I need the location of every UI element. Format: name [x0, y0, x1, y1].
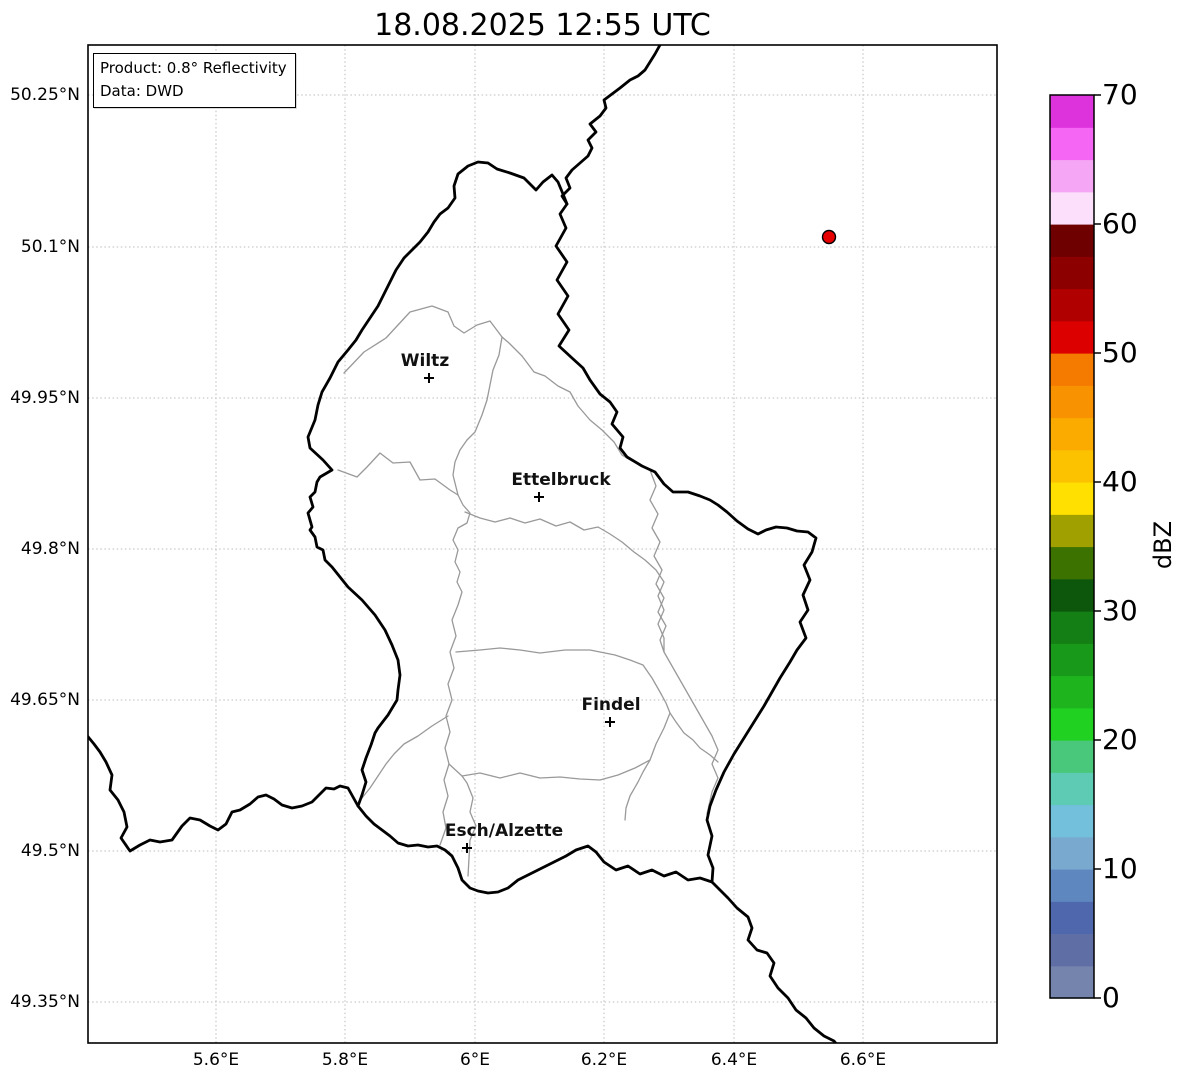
- city-label-findel: Findel: [581, 695, 641, 715]
- colorbar-segment: [1050, 901, 1094, 935]
- colorbar-segment: [1050, 95, 1094, 128]
- country-border-luxembourg: [306, 160, 818, 895]
- colorbar-segment: [1050, 740, 1094, 773]
- product-info-box: Product: 0.8° Reflectivity Data: DWD: [93, 53, 296, 108]
- colorbar-tick-label: 50: [1102, 336, 1138, 369]
- city-label-esch-alzette: Esch/Alzette: [444, 821, 564, 841]
- y-tick-label: 49.95°N: [10, 388, 80, 408]
- plot-frame: [87, 44, 998, 1044]
- colorbar-segment: [1050, 965, 1094, 999]
- district-border: [361, 715, 449, 799]
- national-border: [88, 734, 360, 853]
- district-border: [337, 452, 459, 496]
- city-marker-icon: [534, 492, 544, 502]
- colorbar-segment: [1050, 578, 1094, 612]
- district-border: [461, 775, 477, 877]
- colorbar-tick-label: 30: [1102, 594, 1138, 627]
- colorbar-tick-label: 40: [1102, 465, 1138, 498]
- y-tick-label: 50.1°N: [20, 237, 80, 257]
- city-marker-icon: [462, 843, 472, 853]
- colorbar-segment: [1050, 417, 1094, 451]
- y-tick-label: 49.65°N: [10, 690, 80, 710]
- city-marker-icon: [605, 717, 615, 727]
- district-border: [448, 759, 651, 781]
- colorbar-segment: [1050, 353, 1094, 386]
- district-border: [464, 511, 665, 653]
- district-border: [624, 712, 671, 821]
- district-border: [649, 469, 719, 815]
- colorbar-segment: [1050, 256, 1094, 290]
- grid-layer: [88, 45, 997, 1043]
- y-tick-label: 49.35°N: [10, 992, 80, 1012]
- colorbar-tick-label: 20: [1102, 723, 1138, 756]
- colorbar-tick-label: 70: [1102, 78, 1138, 111]
- colorbar-segment: [1050, 804, 1094, 838]
- colorbar-segment: [1050, 546, 1094, 580]
- colorbar-segment: [1050, 611, 1094, 644]
- page-title: 18.08.2025 12:55 UTC: [374, 8, 711, 43]
- city-label-wiltz: Wiltz: [400, 351, 450, 371]
- map-layer: [88, 45, 838, 1043]
- district-border: [343, 305, 651, 471]
- district-border: [439, 494, 471, 846]
- city-label-ettelbruck: Ettelbruck: [511, 470, 611, 490]
- colorbar-segment: [1050, 320, 1094, 354]
- x-tick-label: 6.4°E: [710, 1050, 758, 1070]
- data-source-line: Data: DWD: [100, 81, 184, 100]
- colorbar-axis-label: dBZ: [1149, 520, 1177, 570]
- colorbar-segment: [1050, 514, 1094, 548]
- colorbar-segment: [1050, 127, 1094, 161]
- colorbar-tick-label: 0: [1102, 981, 1120, 1014]
- district-border: [452, 336, 503, 496]
- national-border: [710, 880, 838, 1043]
- y-tick-label: 49.5°N: [20, 841, 80, 861]
- x-tick-label: 5.6°E: [192, 1050, 240, 1070]
- colorbar-segment: [1050, 643, 1094, 677]
- x-tick-label: 5.8°E: [321, 1050, 369, 1070]
- colorbar-tick-label: 10: [1102, 852, 1138, 885]
- district-border: [455, 647, 719, 763]
- colorbar-segment: [1050, 385, 1094, 419]
- national-border: [560, 45, 662, 206]
- y-tick-label: 49.8°N: [20, 539, 80, 559]
- colorbar-frame: [1049, 94, 1095, 999]
- product-line: Product: 0.8° Reflectivity: [100, 59, 287, 77]
- colorbar-segment: [1050, 191, 1094, 225]
- x-tick-label: 6°E: [459, 1050, 491, 1070]
- colorbar-segment: [1050, 482, 1094, 515]
- colorbar-segment: [1050, 933, 1094, 967]
- colorbar-tick-label: 60: [1102, 207, 1138, 240]
- colorbar-segment: [1050, 288, 1094, 322]
- radar-echo-point: [821, 229, 837, 245]
- city-marker-icon: [424, 373, 434, 383]
- colorbar-segment: [1050, 675, 1094, 709]
- colorbar-segment: [1050, 772, 1094, 806]
- colorbar-segment: [1050, 869, 1094, 902]
- colorbar-segment: [1050, 224, 1094, 257]
- x-tick-label: 6.6°E: [839, 1050, 887, 1070]
- x-tick-label: 6.2°E: [580, 1050, 628, 1070]
- colorbar-segment: [1050, 836, 1094, 870]
- colorbar-segment: [1050, 707, 1094, 741]
- y-tick-label: 50.25°N: [10, 85, 80, 105]
- colorbar-segment: [1050, 159, 1094, 193]
- colorbar-segment: [1050, 449, 1094, 483]
